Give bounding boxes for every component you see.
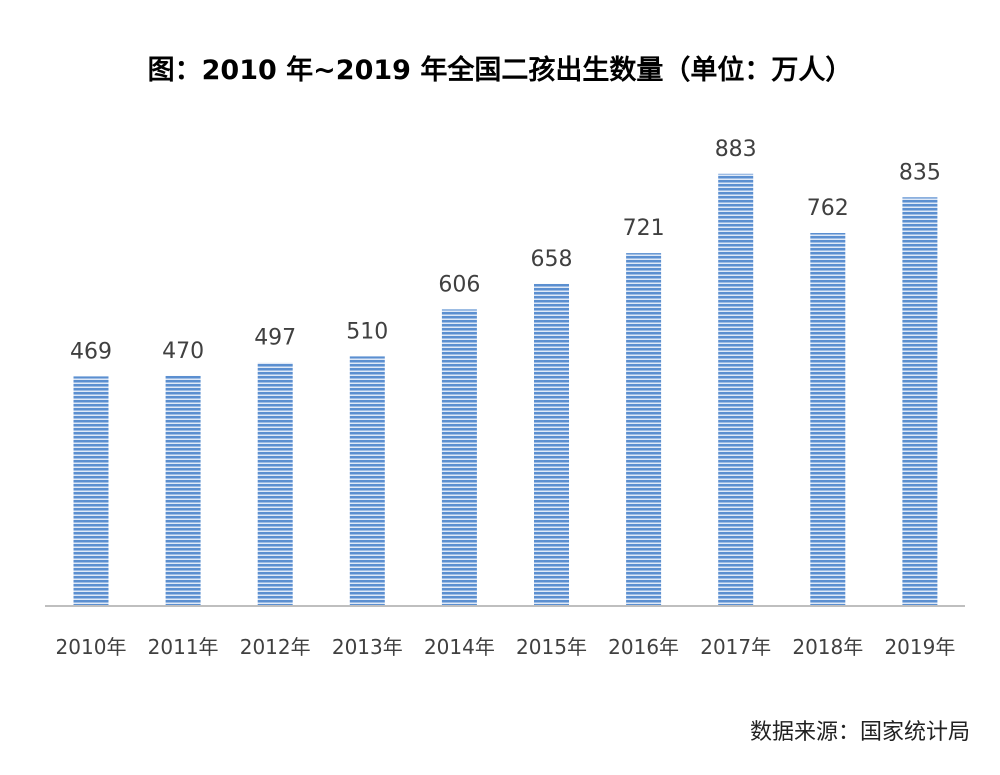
x-tick-label-2013年: 2013年 — [332, 635, 403, 659]
bars-group — [73, 173, 938, 607]
bar-2015年 — [534, 283, 569, 606]
bar-2010年 — [73, 376, 109, 606]
data-label-2014年: 606 — [438, 272, 480, 297]
bar-2013年 — [349, 356, 385, 606]
bar-2014年 — [441, 309, 477, 606]
data-labels-group: 469 470 497 510 606 658 721 883 762 835 — [70, 137, 941, 365]
data-label-2018年: 762 — [807, 196, 849, 221]
data-label-2013年: 510 — [346, 319, 388, 344]
bar-2016年 — [626, 253, 662, 606]
x-tick-label-2015年: 2015年 — [516, 635, 587, 659]
x-tick-labels-group: 2010年 2011年 2012年 2013年 2014年 2015年 2016年 2017年… — [56, 635, 956, 659]
data-label-2017年: 883 — [715, 137, 757, 162]
data-label-2015年: 658 — [531, 247, 573, 272]
bar-2012年 — [257, 362, 293, 606]
x-tick-label-2010年: 2010年 — [56, 635, 127, 659]
data-label-2016年: 721 — [623, 216, 665, 241]
bar-2017年 — [718, 173, 754, 607]
x-tick-label-2011年: 2011年 — [148, 635, 219, 659]
x-tick-label-2012年: 2012年 — [240, 635, 311, 659]
x-tick-label-2016年: 2016年 — [608, 635, 679, 659]
data-source: 数据来源：国家统计局 — [749, 720, 970, 745]
x-tick-label-2018年: 2018年 — [792, 635, 863, 659]
data-label-2011年: 470 — [162, 339, 204, 364]
data-label-2010年: 469 — [70, 339, 112, 364]
bar-2019年 — [902, 197, 938, 607]
chart-title: 图：2010 年~2019 年全国二孩出生数量（单位：万人） — [147, 55, 853, 86]
bar-2011年 — [165, 375, 201, 606]
x-tick-label-2014年: 2014年 — [424, 635, 495, 659]
bar-2018年 — [810, 233, 846, 606]
data-label-2012年: 497 — [254, 326, 296, 351]
bar-chart: 469 470 497 510 606 658 721 883 762 835 2010年 2011… — [45, 137, 965, 659]
x-tick-label-2017年: 2017年 — [700, 635, 771, 659]
data-label-2019年: 835 — [899, 160, 941, 185]
x-tick-label-2019年: 2019年 — [884, 635, 955, 659]
